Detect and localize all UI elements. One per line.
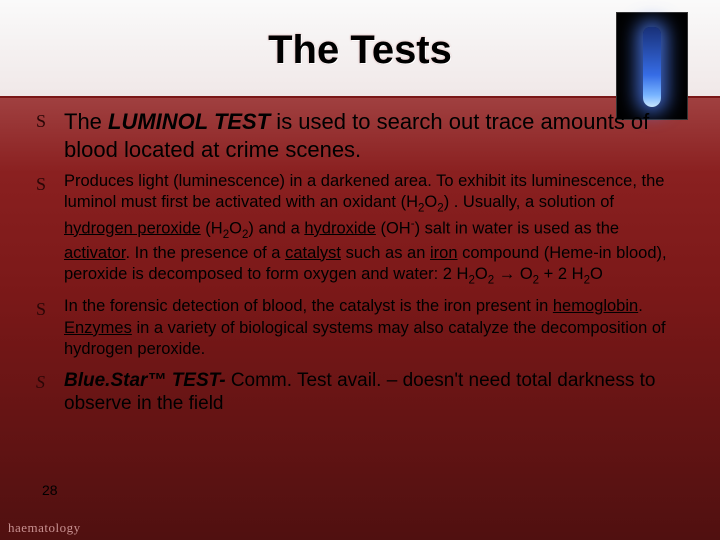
content-area: The LUMINOL TEST is used to search out t…	[36, 108, 684, 530]
t: O	[475, 265, 488, 283]
t: → O	[494, 265, 533, 283]
text-emph: LUMINOL TEST	[108, 109, 270, 134]
t: O	[229, 219, 242, 237]
link-hydrogen-peroxide[interactable]: hydrogen peroxide	[64, 219, 201, 237]
bullet-last: Blue.Star™ TEST- Comm. Test avail. – doe…	[36, 369, 684, 417]
link-hemoglobin[interactable]: hemoglobin	[553, 297, 638, 315]
text: The	[64, 109, 108, 134]
footer-logo: haematology	[8, 520, 81, 536]
bullet-sub-2: In the forensic detection of blood, the …	[36, 296, 684, 360]
t: . In the presence of a	[125, 244, 285, 262]
link-catalyst[interactable]: catalyst	[285, 244, 341, 262]
link-enzymes[interactable]: Enzymes	[64, 319, 132, 337]
t: .	[638, 297, 643, 315]
luminol-vial-image	[616, 12, 688, 120]
slide-title: The Tests	[0, 28, 720, 73]
t: (H	[201, 219, 223, 237]
t: (OH	[376, 219, 411, 237]
t: O	[590, 265, 603, 283]
slide-root: The Tests The LUMINOL TEST is used to se…	[0, 0, 720, 540]
link-activator[interactable]: activator	[64, 244, 125, 262]
text-emph: Blue.Star™ TEST-	[64, 370, 231, 391]
t: such as an	[341, 244, 430, 262]
page-number: 28	[42, 482, 58, 498]
link-iron[interactable]: iron	[430, 244, 458, 262]
t: In the forensic detection of blood, the …	[64, 297, 553, 315]
t: ) . Usually, a solution of	[444, 193, 614, 211]
bullet-main: The LUMINOL TEST is used to search out t…	[36, 108, 684, 163]
t: in a variety of biological systems may a…	[64, 319, 666, 358]
bullet-sub-1: Produces light (luminescence) in a darke…	[36, 171, 684, 288]
t: O	[424, 193, 437, 211]
luminol-glow	[643, 27, 661, 107]
t: ) salt in water is used as the	[415, 219, 620, 237]
t: ) and a	[248, 219, 304, 237]
t: + 2 H	[539, 265, 583, 283]
link-hydroxide[interactable]: hydroxide	[304, 219, 376, 237]
